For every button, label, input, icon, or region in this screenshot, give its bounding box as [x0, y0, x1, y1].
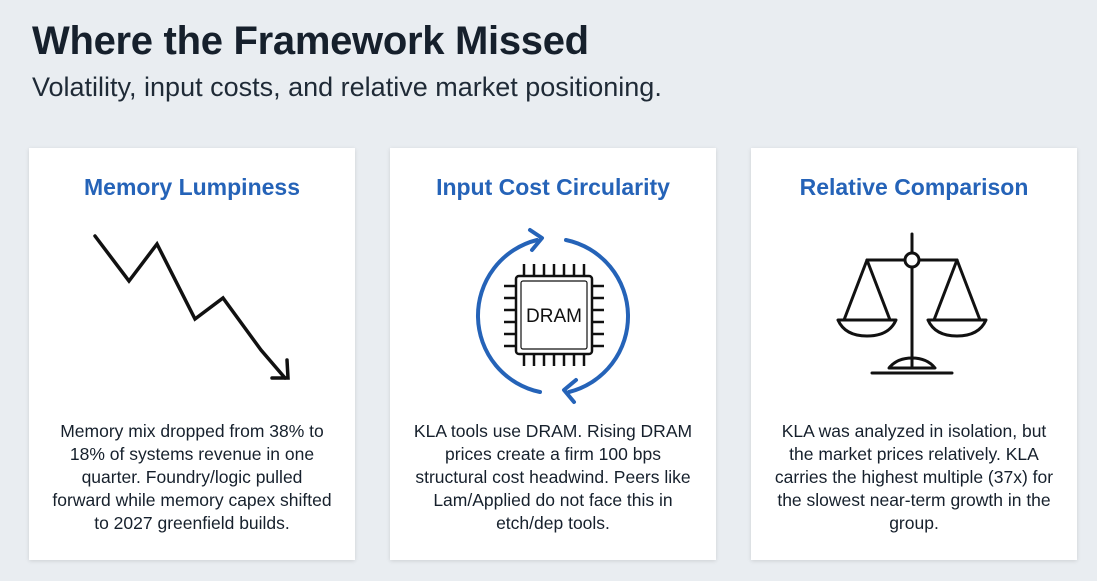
- card-relative-comparison: Relative Comparison KLA was analyzed in …: [751, 148, 1077, 560]
- card-body: Memory mix dropped from 38% to 18% of sy…: [52, 421, 332, 533]
- card-input-cost-circularity: Input Cost Circularity: [390, 148, 716, 560]
- card-memory-lumpiness: Memory Lumpiness Memory mix dropped from…: [29, 148, 355, 560]
- card-body: KLA was analyzed in isolation, but the m…: [774, 421, 1054, 533]
- header: Where the Framework Missed Volatility, i…: [32, 16, 662, 104]
- card-body: KLA tools use DRAM. Rising DRAM prices c…: [413, 421, 693, 533]
- card-title: Input Cost Circularity: [436, 174, 670, 200]
- trending-down-arrow-icon: [29, 226, 355, 456]
- dram-chip-cycle-icon: DRAM: [390, 226, 716, 456]
- chip-label: DRAM: [526, 306, 582, 327]
- page-subtitle: Volatility, input costs, and relative ma…: [32, 72, 662, 102]
- card-title: Memory Lumpiness: [84, 174, 300, 200]
- balance-scale-icon: [751, 226, 1077, 456]
- page-title: Where the Framework Missed: [32, 19, 589, 63]
- card-title: Relative Comparison: [799, 174, 1029, 200]
